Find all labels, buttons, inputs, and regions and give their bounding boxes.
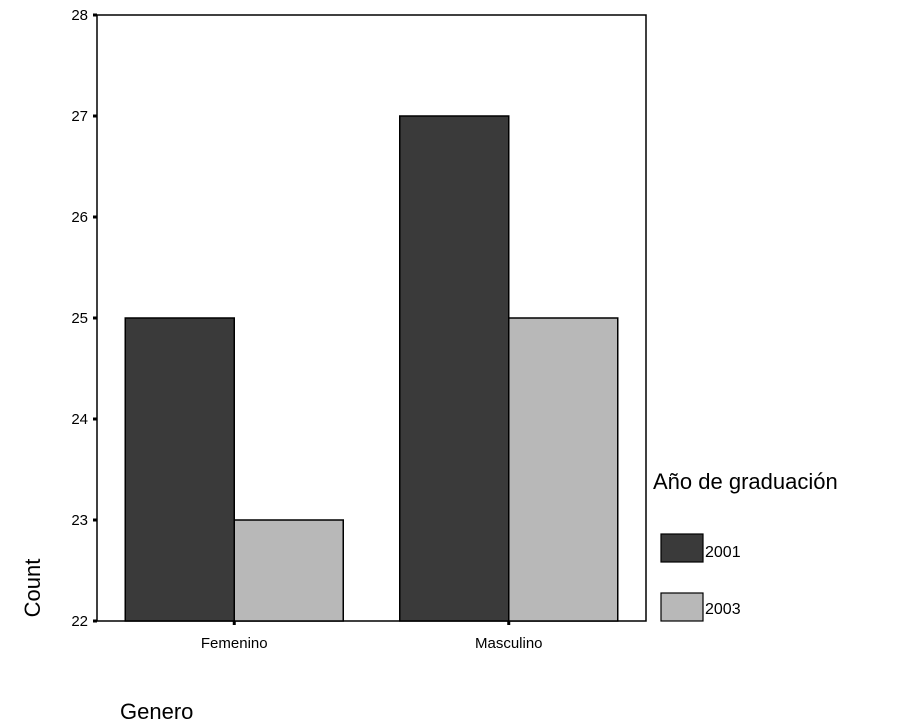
legend-label-2003: 2003 [705,601,741,618]
legend: Año de graduación 2001 2003 [653,469,838,622]
y-tick-label: 24 [71,411,88,428]
bars-group [124,115,619,622]
bar-masculino-2003 [508,317,619,622]
x-axis-ticks: Femenino Masculino [201,621,543,652]
y-axis-title: Count [20,559,45,618]
y-tick-label: 23 [71,512,88,529]
y-axis-ticks: 22 23 24 25 26 27 28 [71,7,97,630]
y-tick-label: 22 [71,613,88,630]
legend-label-2001: 2001 [705,544,741,561]
legend-swatch-2003 [660,592,704,622]
y-tick-label: 28 [71,7,88,24]
x-tick-label: Femenino [201,635,268,652]
y-tick-label: 26 [71,209,88,226]
legend-swatch-2001 [660,533,704,563]
bar-femenino-2003 [233,519,344,622]
bar-femenino-2001 [124,317,235,622]
x-axis-title: Genero [120,699,193,724]
x-tick-label: Masculino [475,635,543,652]
y-tick-label: 25 [71,310,88,327]
y-tick-label: 27 [71,108,88,125]
legend-title: Año de graduación [653,469,838,494]
bar-masculino-2001 [399,115,510,622]
